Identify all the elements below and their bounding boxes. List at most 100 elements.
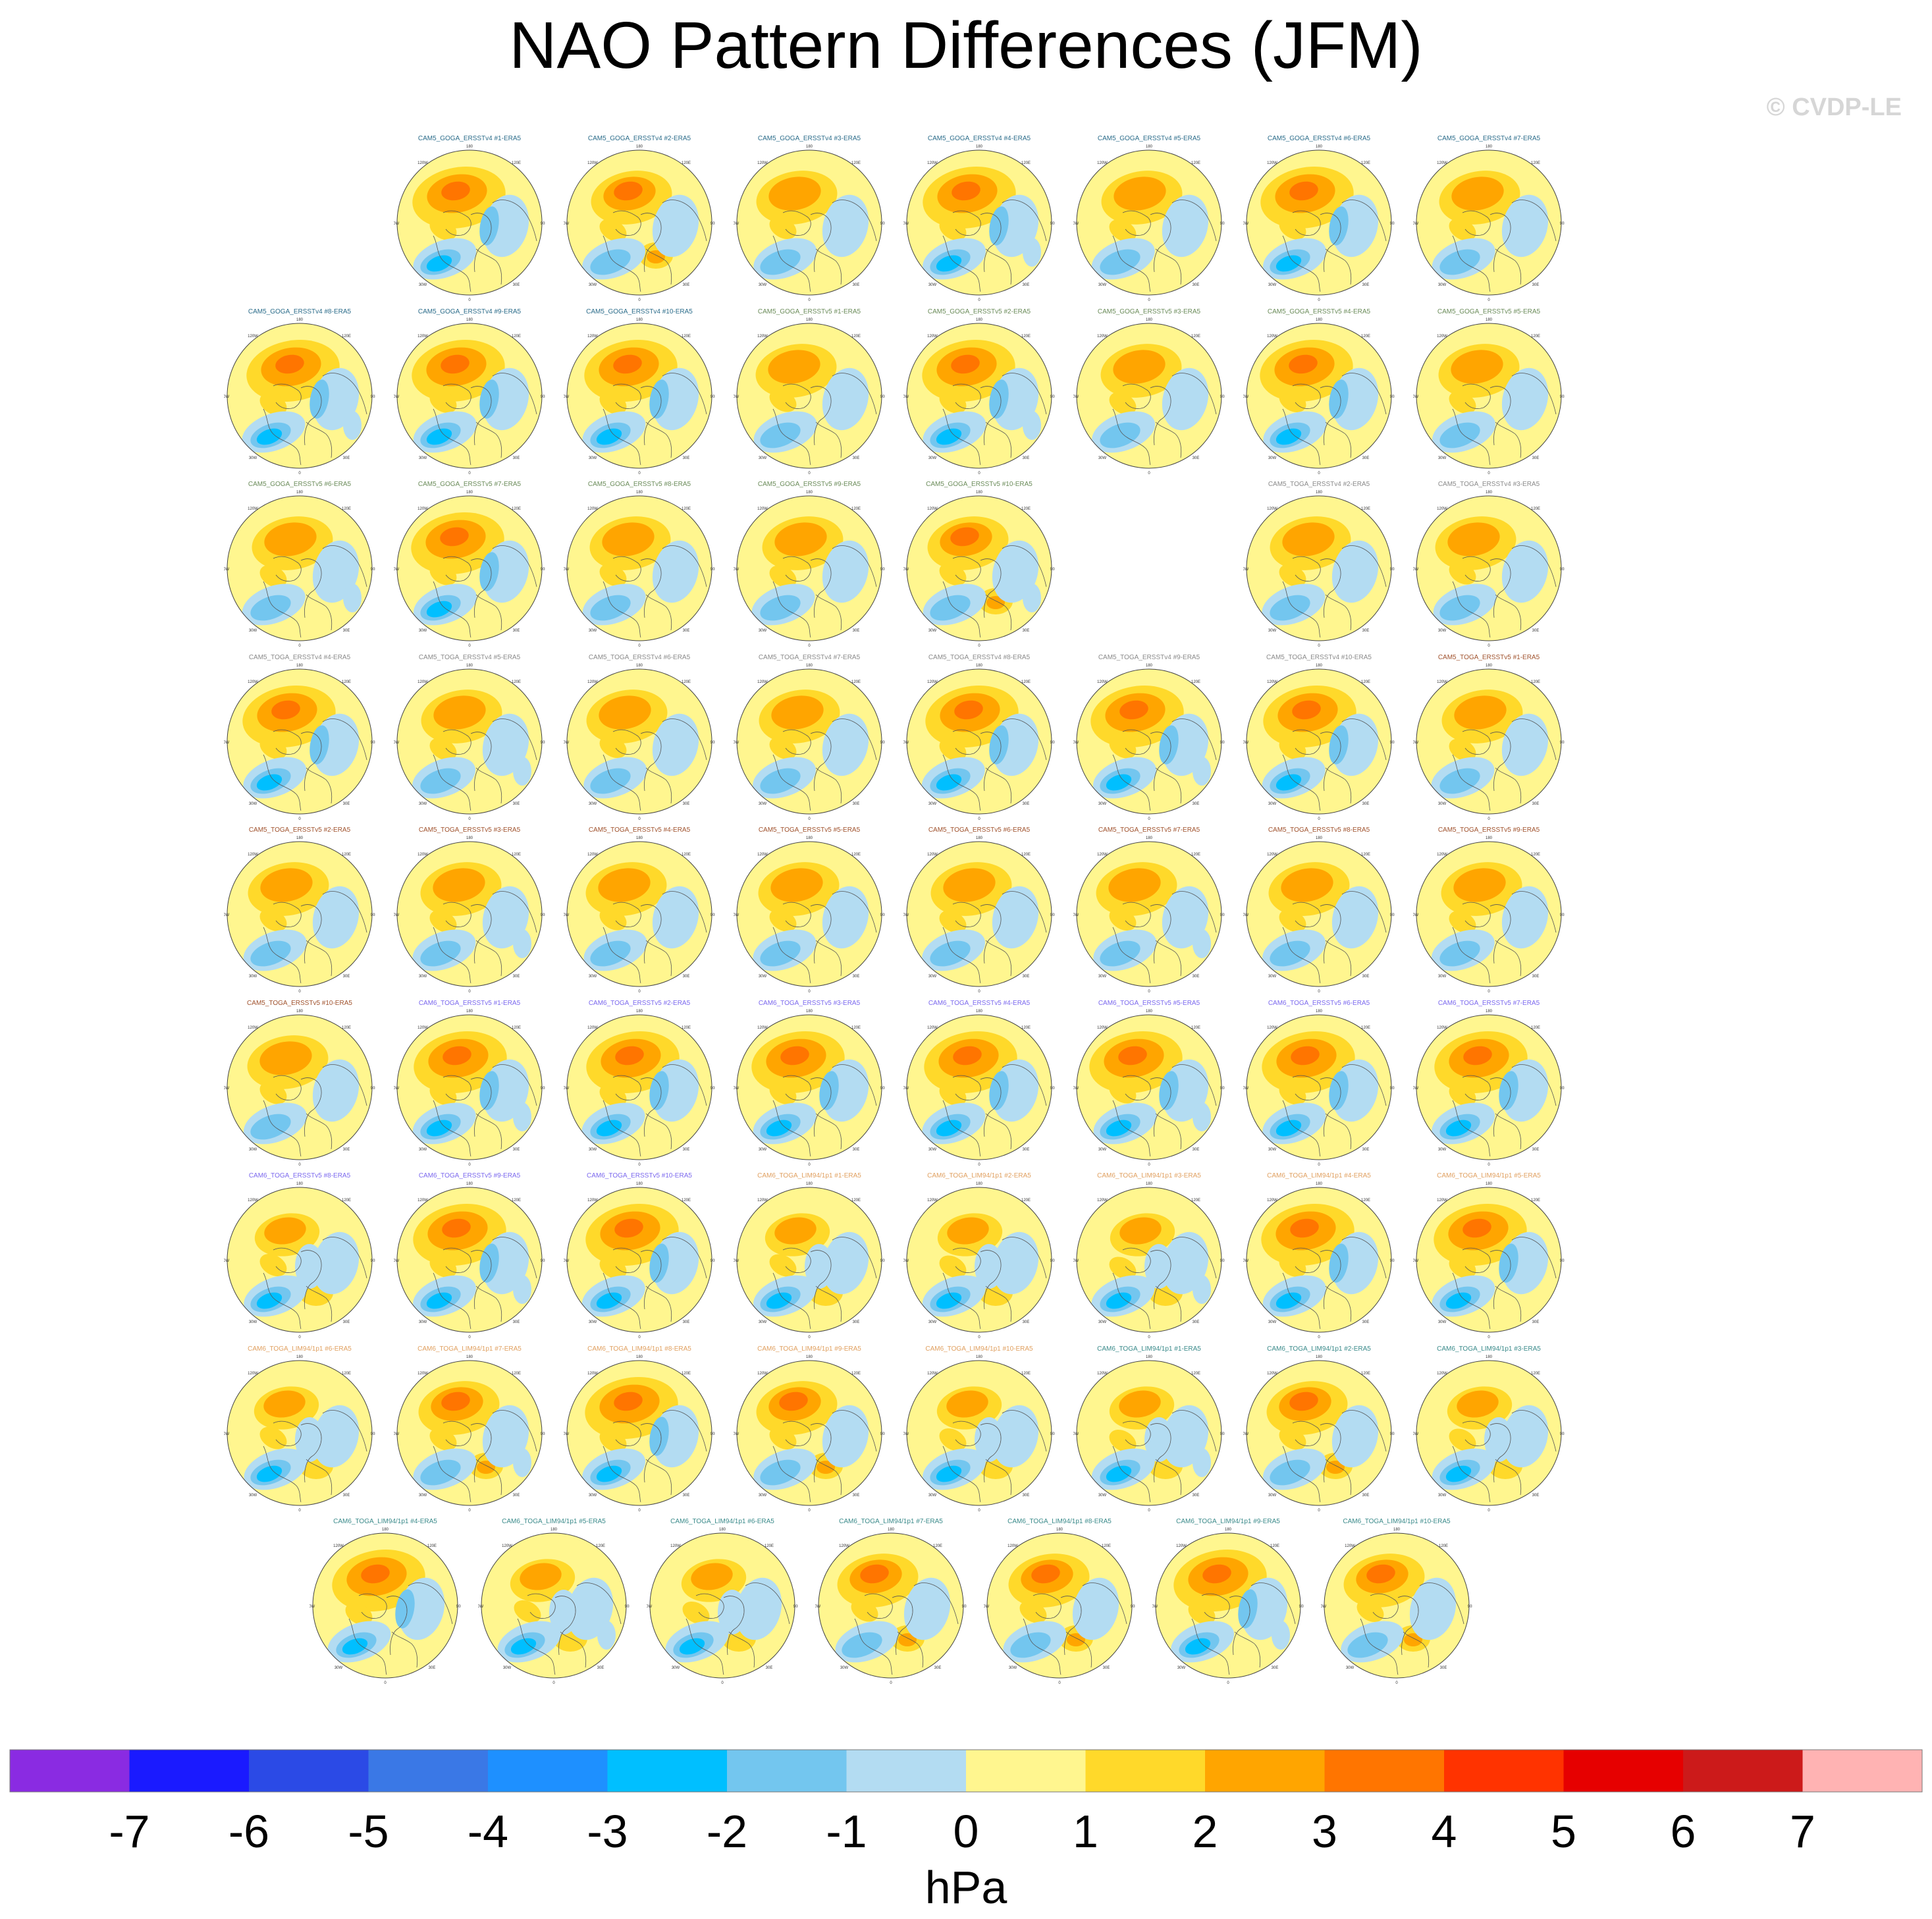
svg-text:30E: 30E bbox=[1532, 1320, 1540, 1324]
svg-text:30W: 30W bbox=[589, 1148, 597, 1152]
svg-text:180: 180 bbox=[466, 1182, 473, 1186]
svg-text:180: 180 bbox=[466, 836, 473, 840]
svg-text:0: 0 bbox=[808, 817, 811, 820]
svg-text:120E: 120E bbox=[1021, 853, 1031, 857]
svg-text:180: 180 bbox=[806, 318, 813, 322]
svg-text:30W: 30W bbox=[419, 283, 427, 287]
svg-text:30E: 30E bbox=[1023, 975, 1030, 979]
map-panel-title: CAM6_TOGA_LIM94/1p1 #2-ERA5 bbox=[1267, 1345, 1371, 1353]
svg-text:180: 180 bbox=[1146, 318, 1153, 322]
svg-text:90W: 90W bbox=[564, 1259, 570, 1263]
map-panel: CAM5_GOGA_ERSSTv4 #1-ERA5 180 0 120W 120E 90W… bbox=[394, 135, 545, 301]
map-panel: CAM6_TOGA_LIM94/1p1 #3-ERA5 180 0 120W 120E 9… bbox=[1413, 1345, 1565, 1511]
colorbar-swatch bbox=[727, 1750, 847, 1792]
map-panel: CAM5_TOGA_ERSSTv4 #4-ERA5 180 0 120W 120E 90W… bbox=[224, 654, 375, 820]
svg-text:90E: 90E bbox=[880, 395, 885, 399]
map-panel: CAM6_TOGA_LIM94/1p1 #1-ERA5 180 0 120W 120E 9… bbox=[734, 1172, 885, 1338]
svg-text:180: 180 bbox=[719, 1528, 726, 1532]
svg-text:30E: 30E bbox=[343, 1148, 350, 1152]
polar-map: 180 0 120W 120E 90W 90E 30W 30E bbox=[1243, 145, 1395, 301]
map-panel-title: CAM5_TOGA_ERSSTv5 #5-ERA5 bbox=[758, 826, 861, 834]
map-panel-title: CAM6_TOGA_LIM94/1p1 #3-ERA5 bbox=[1097, 1172, 1201, 1179]
map-panel: CAM5_TOGA_ERSSTv5 #10-ERA5 180 0 120W 120E 90… bbox=[224, 1000, 375, 1166]
svg-text:120W: 120W bbox=[757, 1372, 768, 1376]
svg-text:0: 0 bbox=[978, 1509, 980, 1511]
svg-text:90W: 90W bbox=[1243, 1087, 1249, 1091]
colorbar-swatch bbox=[1563, 1750, 1683, 1792]
svg-text:30W: 30W bbox=[419, 975, 427, 979]
svg-text:120E: 120E bbox=[682, 507, 691, 511]
svg-text:90E: 90E bbox=[1131, 1605, 1135, 1609]
map-panel-title: CAM6_TOGA_LIM94/1p1 #9-ERA5 bbox=[1176, 1518, 1280, 1525]
svg-text:30E: 30E bbox=[1272, 1666, 1279, 1670]
svg-text:120W: 120W bbox=[927, 335, 938, 338]
svg-text:0: 0 bbox=[978, 1163, 980, 1166]
svg-text:90W: 90W bbox=[1073, 1432, 1079, 1436]
svg-text:120W: 120W bbox=[587, 680, 598, 684]
svg-text:120E: 120E bbox=[682, 680, 691, 684]
svg-text:30E: 30E bbox=[853, 1494, 860, 1498]
svg-text:90E: 90E bbox=[541, 1432, 545, 1436]
polar-map: 180 0 120W 120E 90W 90E 30W 30E bbox=[1243, 1010, 1395, 1166]
svg-text:0: 0 bbox=[468, 1509, 471, 1511]
svg-text:180: 180 bbox=[1146, 664, 1153, 668]
svg-text:120E: 120E bbox=[851, 680, 861, 684]
svg-text:0: 0 bbox=[468, 472, 471, 474]
svg-text:30W: 30W bbox=[419, 1148, 427, 1152]
svg-text:120E: 120E bbox=[851, 335, 861, 338]
map-panel-title: CAM5_TOGA_ERSSTv5 #6-ERA5 bbox=[928, 826, 1031, 834]
map-panel-title: CAM5_TOGA_ERSSTv4 #6-ERA5 bbox=[588, 653, 691, 661]
map-panel-title: CAM6_TOGA_ERSSTv5 #1-ERA5 bbox=[418, 999, 521, 1007]
map-panel-title: CAM6_TOGA_LIM94/1p1 #1-ERA5 bbox=[1097, 1345, 1201, 1353]
svg-text:120W: 120W bbox=[757, 507, 768, 511]
map-panel: CAM5_TOGA_ERSSTv4 #3-ERA5 180 0 120W 120E 90W… bbox=[1413, 481, 1565, 647]
svg-text:90E: 90E bbox=[1560, 1259, 1565, 1263]
map-panel: CAM6_TOGA_LIM94/1p1 #4-ERA5 180 0 120W 120E 9… bbox=[309, 1518, 461, 1684]
svg-text:180: 180 bbox=[1316, 491, 1323, 495]
svg-text:30E: 30E bbox=[1023, 1148, 1030, 1152]
svg-text:30W: 30W bbox=[928, 1320, 937, 1324]
map-panel: CAM5_GOGA_ERSSTv4 #2-ERA5 180 0 120W 120E 90W… bbox=[564, 135, 715, 301]
svg-text:0: 0 bbox=[1058, 1681, 1061, 1684]
svg-text:0: 0 bbox=[1148, 1509, 1150, 1511]
map-panel: CAM6_TOGA_LIM94/1p1 #6-ERA5 180 0 120W 120E 9… bbox=[224, 1345, 375, 1511]
svg-text:120E: 120E bbox=[1021, 1372, 1031, 1376]
svg-text:120E: 120E bbox=[1361, 1026, 1370, 1030]
svg-text:30W: 30W bbox=[1268, 1148, 1277, 1152]
svg-text:120W: 120W bbox=[333, 1544, 344, 1548]
svg-text:120E: 120E bbox=[512, 335, 521, 338]
colorbar-swatch bbox=[846, 1750, 966, 1792]
svg-text:0: 0 bbox=[468, 644, 471, 647]
map-panel: CAM5_GOGA_ERSSTv5 #2-ERA5 180 0 120W 120E 90W… bbox=[903, 308, 1055, 474]
svg-text:30W: 30W bbox=[1438, 802, 1447, 806]
polar-map: 180 0 120W 120E 90W 90E 30W 30E bbox=[224, 491, 375, 647]
polar-map: 180 0 120W 120E 90W 90E 30W 30E bbox=[1073, 1355, 1225, 1511]
svg-text:30E: 30E bbox=[683, 1148, 690, 1152]
svg-text:90E: 90E bbox=[1390, 1432, 1395, 1436]
svg-text:180: 180 bbox=[806, 1355, 813, 1359]
svg-text:90E: 90E bbox=[1390, 1259, 1395, 1263]
svg-text:90W: 90W bbox=[1413, 741, 1419, 745]
svg-text:90E: 90E bbox=[1560, 222, 1565, 226]
svg-text:0: 0 bbox=[1318, 644, 1320, 647]
svg-text:120W: 120W bbox=[248, 853, 258, 857]
svg-text:0: 0 bbox=[808, 1509, 811, 1511]
svg-text:90E: 90E bbox=[711, 741, 715, 745]
svg-text:0: 0 bbox=[1488, 298, 1490, 301]
svg-text:120E: 120E bbox=[1191, 680, 1200, 684]
svg-text:30W: 30W bbox=[419, 456, 427, 460]
polar-map: 180 0 120W 120E 90W 90E 30W 30E bbox=[903, 1010, 1055, 1166]
svg-text:120W: 120W bbox=[927, 680, 938, 684]
svg-text:90W: 90W bbox=[734, 1432, 739, 1436]
colorbar-tick-label: -6 bbox=[228, 1806, 269, 1857]
colorbar-tick-label: -4 bbox=[468, 1806, 508, 1857]
svg-text:120W: 120W bbox=[587, 1026, 598, 1030]
svg-text:30E: 30E bbox=[597, 1666, 604, 1670]
svg-text:120E: 120E bbox=[1021, 680, 1031, 684]
svg-text:90E: 90E bbox=[1390, 395, 1395, 399]
map-panel-title: CAM5_TOGA_ERSSTv5 #9-ERA5 bbox=[1437, 826, 1540, 834]
svg-text:90W: 90W bbox=[734, 1259, 739, 1263]
svg-text:180: 180 bbox=[976, 318, 983, 322]
svg-text:0: 0 bbox=[638, 472, 641, 474]
svg-text:120W: 120W bbox=[927, 853, 938, 857]
